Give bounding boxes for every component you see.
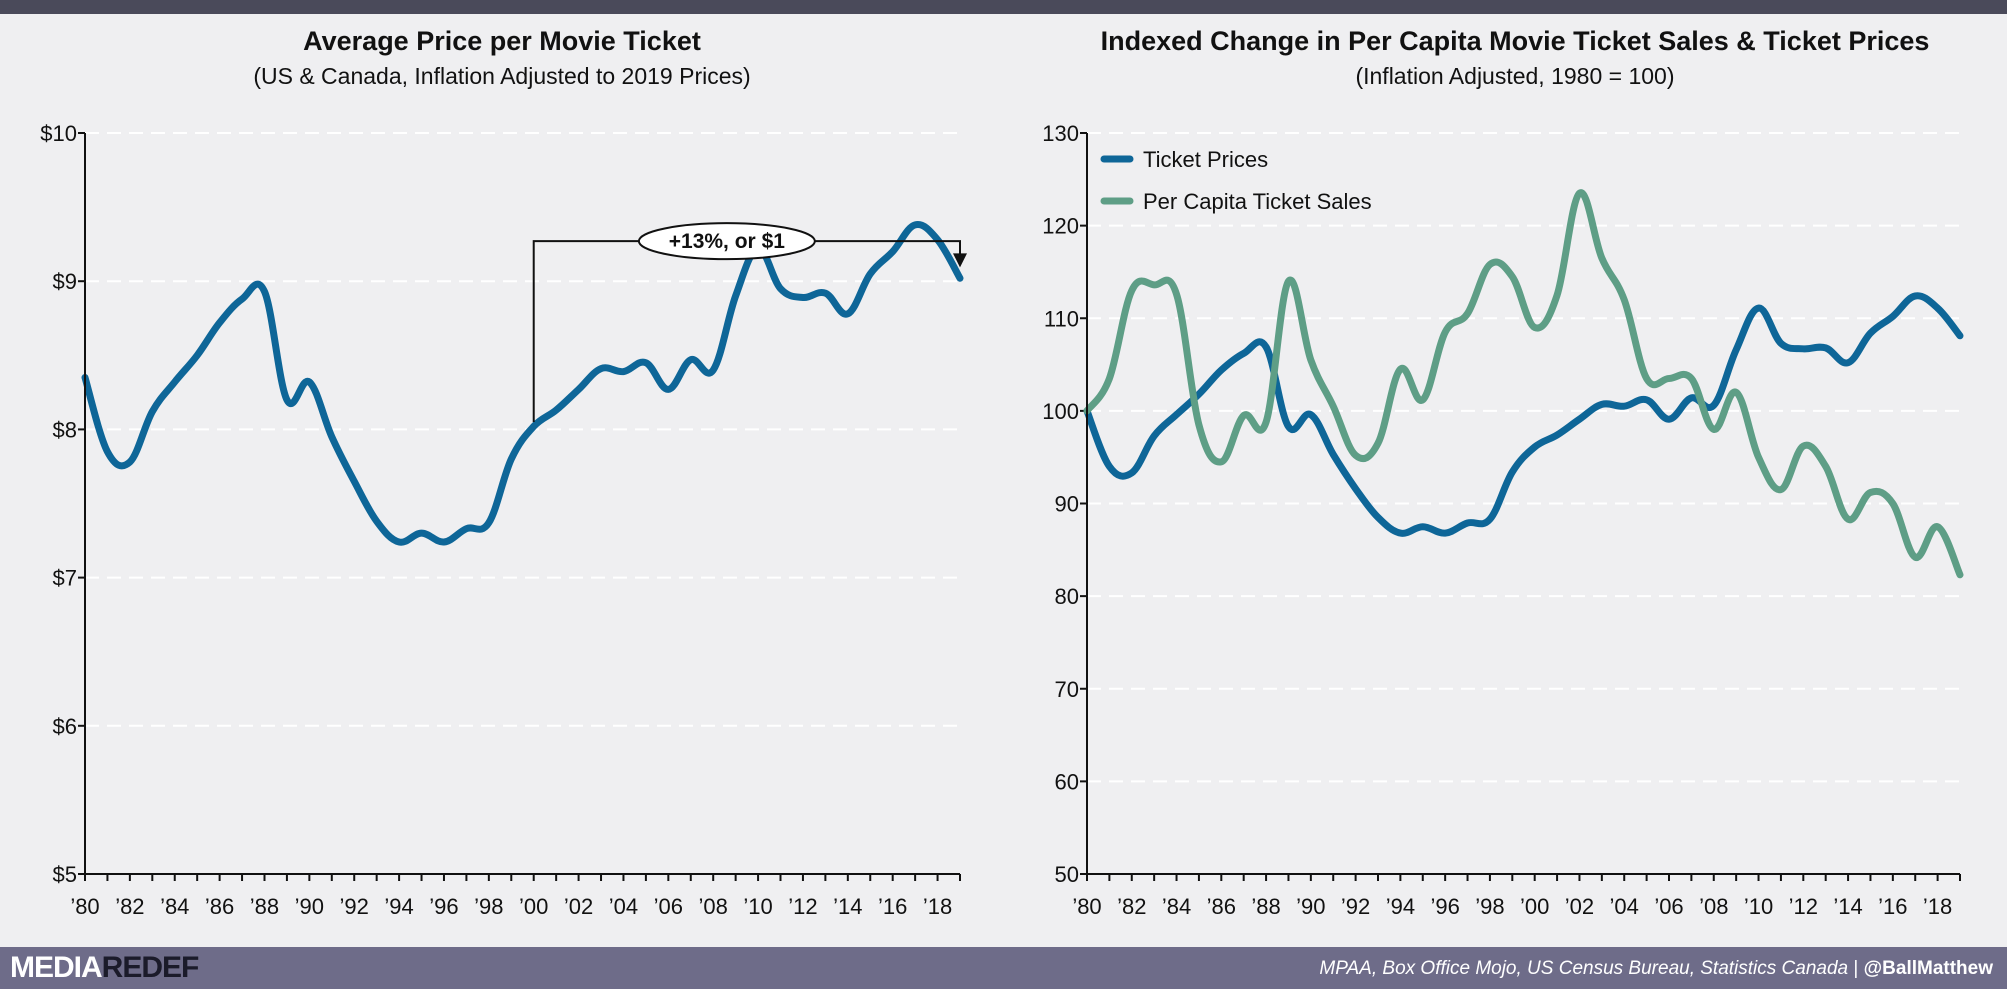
x-tick-label: ’02: [564, 894, 593, 919]
y-axis-ticks: $5 $6 $7 $8 $9 $10: [40, 121, 85, 887]
y-tick-label: 50: [1055, 862, 1079, 887]
y-tick-label: $8: [53, 417, 77, 442]
x-tick-label: ’14: [1833, 894, 1862, 919]
x-tick-label: ’02: [1565, 894, 1594, 919]
x-tick-label: ’16: [878, 894, 907, 919]
x-tick-label: ’90: [295, 894, 324, 919]
y-tick-label: $6: [53, 714, 77, 739]
index-chart: Indexed Change in Per Capita Movie Ticke…: [1042, 26, 1964, 919]
source-list: MPAA, Box Office Mojo, US Census Bureau,…: [1319, 958, 1849, 979]
x-tick-label: ’98: [1475, 894, 1504, 919]
legend-label-ticket-prices: Ticket Prices: [1143, 147, 1268, 172]
x-tick-label: ’04: [1610, 894, 1639, 919]
x-tick-label: ’12: [788, 894, 817, 919]
x-tick-label: ’14: [833, 894, 862, 919]
chart-title: Indexed Change in Per Capita Movie Ticke…: [1101, 26, 1930, 56]
y-axis-ticks: 50 60 70 80 90 100 110 120 130: [1042, 121, 1087, 887]
series-line-per-capita-ticket-sales: [1083, 189, 1964, 579]
x-tick-label: ’16: [1878, 894, 1907, 919]
x-tick-label: ’96: [1430, 894, 1459, 919]
legend-label-ticket-sales: Per Capita Ticket Sales: [1143, 189, 1372, 214]
series-line-ticket-prices: [1083, 292, 1964, 537]
x-tick-label: ’00: [1520, 894, 1549, 919]
chart-subtitle: (Inflation Adjusted, 1980 = 100): [1355, 63, 1674, 89]
x-tick-label: ’90: [1296, 894, 1325, 919]
y-tick-label: 100: [1042, 399, 1079, 424]
y-tick-label: $7: [53, 566, 77, 591]
logo-media: MEDIA: [10, 951, 103, 984]
chart-title: Average Price per Movie Ticket: [303, 26, 701, 56]
x-tick-label: ’84: [1162, 894, 1191, 919]
x-axis-ticks: ’80 ’82 ’84 ’86 ’88 ’90 ’92 ’94 ’96 ’98 ’00 ’02 ’04 ’…: [70, 874, 961, 919]
x-tick-label: ’88: [250, 894, 279, 919]
y-tick-label: 120: [1042, 214, 1079, 239]
x-tick-label: ’06: [1654, 894, 1683, 919]
header-bar: [0, 0, 2007, 14]
x-tick-label: ’86: [1207, 894, 1236, 919]
legend: Ticket Prices Per Capita Ticket Sales: [1100, 147, 1372, 214]
x-tick-label: ’06: [654, 894, 683, 919]
x-tick-label: ’12: [1789, 894, 1818, 919]
x-tick-label: ’00: [519, 894, 548, 919]
source-credit: MPAA, Box Office Mojo, US Census Bureau,…: [1319, 958, 1993, 980]
charts-canvas: Average Price per Movie Ticket (US & Can…: [40, 26, 1964, 919]
x-tick-label: ’94: [384, 894, 413, 919]
x-tick-label: ’08: [1699, 894, 1728, 919]
x-tick-label: ’18: [923, 894, 952, 919]
x-tick-label: ’84: [160, 894, 189, 919]
x-tick-label: ’86: [205, 894, 234, 919]
x-tick-label: ’80: [70, 894, 99, 919]
x-tick-label: ’10: [1744, 894, 1773, 919]
x-tick-label: ’98: [474, 894, 503, 919]
x-tick-label: ’92: [1341, 894, 1370, 919]
x-tick-label: ’94: [1386, 894, 1415, 919]
y-tick-label: 60: [1055, 769, 1079, 794]
x-tick-label: ’18: [1923, 894, 1952, 919]
annotation-label: +13%, or $1: [669, 230, 785, 253]
series-group: [81, 221, 964, 546]
x-tick-label: ’88: [1251, 894, 1280, 919]
source-separator: |: [1853, 958, 1859, 979]
x-axis-ticks: ’80 ’82 ’84 ’86 ’88 ’90 ’92 ’94 ’96 ’98 ’00 ’02 ’04 ’…: [1072, 874, 1961, 919]
x-tick-label: ’04: [609, 894, 638, 919]
x-tick-label: ’82: [1117, 894, 1146, 919]
logo-redef: REDEF: [101, 951, 200, 984]
y-tick-label: 90: [1055, 492, 1079, 517]
change-annotation: +13%, or $1: [532, 222, 967, 422]
x-tick-label: ’10: [743, 894, 772, 919]
y-tick-label: 80: [1055, 584, 1079, 609]
y-tick-label: $9: [53, 269, 77, 294]
x-tick-label: ’96: [429, 894, 458, 919]
gridlines: [85, 132, 960, 727]
annotation-bubble: [637, 222, 816, 261]
y-tick-label: 130: [1042, 121, 1079, 146]
y-tick-label: $10: [40, 121, 77, 146]
y-tick-label: 70: [1055, 677, 1079, 702]
footer-bar: MEDIAREDEF MPAA, Box Office Mojo, US Cen…: [0, 947, 2007, 989]
x-tick-label: ’92: [340, 894, 369, 919]
y-tick-label: $5: [53, 862, 77, 887]
annotation-arrowhead: [953, 253, 967, 268]
media-redef-logo: MEDIAREDEF: [10, 951, 200, 984]
x-tick-label: ’80: [1072, 894, 1101, 919]
price-chart: Average Price per Movie Ticket (US & Can…: [40, 26, 967, 919]
x-tick-label: ’82: [115, 894, 144, 919]
series-group: [1083, 189, 1964, 579]
chart-subtitle: (US & Canada, Inflation Adjusted to 2019…: [253, 63, 750, 89]
twitter-handle[interactable]: @BallMatthew: [1863, 958, 1993, 979]
series-line-price: [81, 221, 964, 546]
x-tick-label: ’08: [699, 894, 728, 919]
y-tick-label: 110: [1044, 306, 1079, 331]
gridlines: [1087, 132, 1960, 783]
